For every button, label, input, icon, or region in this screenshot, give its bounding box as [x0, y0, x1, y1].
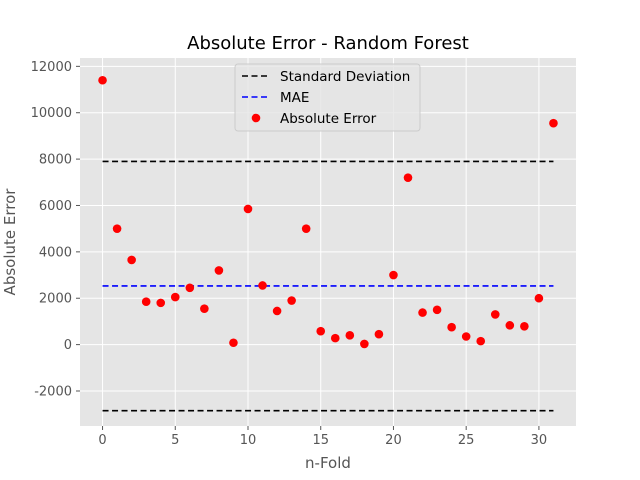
- x-tick-label: 10: [240, 433, 257, 448]
- x-tick-label: 15: [312, 433, 329, 448]
- data-point: [345, 331, 355, 340]
- y-tick-label: 0: [64, 338, 72, 353]
- data-point: [534, 293, 544, 303]
- data-point: [360, 339, 369, 349]
- data-point: [185, 283, 195, 293]
- data-point: [418, 308, 427, 317]
- y-axis-ticks: -2000 0 2000 4000 6000 8000 10000 12000: [31, 60, 80, 399]
- data-point: [330, 333, 340, 343]
- data-point: [287, 296, 296, 305]
- x-tick-label: 0: [98, 433, 106, 448]
- data-point: [214, 266, 224, 275]
- data-point: [156, 298, 166, 308]
- data-point: [170, 292, 180, 302]
- data-point: [461, 332, 471, 341]
- y-tick-label: 12000: [31, 60, 72, 75]
- reference-lines: [102, 160, 554, 412]
- legend-symbol-abs-error: [251, 113, 261, 123]
- data-point: [432, 305, 442, 315]
- data-point: [447, 322, 456, 332]
- chart-title: Absolute Error - Random Forest: [187, 33, 469, 54]
- y-tick-label: 4000: [39, 245, 72, 260]
- data-point: [490, 310, 500, 319]
- x-tick-label: 25: [458, 433, 475, 448]
- legend-label-mae: MAE: [280, 90, 309, 106]
- legend: Standard Deviation MAE Absolute Error: [234, 63, 421, 132]
- y-tick-label: 10000: [31, 106, 72, 121]
- y-axis-label: Absolute Error: [1, 188, 19, 296]
- data-point: [549, 118, 558, 128]
- data-point: [403, 173, 413, 182]
- data-point: [389, 270, 398, 280]
- data-points: [98, 75, 558, 349]
- x-tick-label: 20: [385, 433, 402, 448]
- data-point: [243, 204, 253, 214]
- y-tick-label: 2000: [39, 292, 72, 307]
- data-point: [520, 321, 529, 331]
- data-point: [374, 329, 384, 339]
- data-point: [258, 281, 267, 290]
- data-point: [141, 297, 151, 307]
- data-point: [476, 336, 486, 346]
- legend-box: [234, 63, 421, 132]
- y-tick-label: 8000: [39, 153, 72, 168]
- data-point: [112, 224, 122, 233]
- legend-label-std: Standard Deviation: [280, 69, 410, 85]
- data-point: [272, 306, 282, 316]
- data-point: [301, 224, 311, 233]
- y-tick-label: -2000: [34, 384, 72, 399]
- x-tick-label: 30: [531, 433, 548, 448]
- data-point: [200, 304, 209, 313]
- data-point: [127, 255, 136, 265]
- x-axis-ticks: 0 5 10 15 20 25 30: [98, 426, 547, 448]
- x-tick-label: 5: [171, 433, 179, 448]
- legend-label-abs-error: Absolute Error: [280, 111, 377, 127]
- x-axis-label: n-Fold: [305, 454, 351, 472]
- data-point: [229, 338, 238, 348]
- y-tick-label: 6000: [39, 199, 72, 214]
- data-point: [316, 326, 326, 336]
- data-point: [98, 75, 107, 85]
- data-point: [505, 321, 515, 330]
